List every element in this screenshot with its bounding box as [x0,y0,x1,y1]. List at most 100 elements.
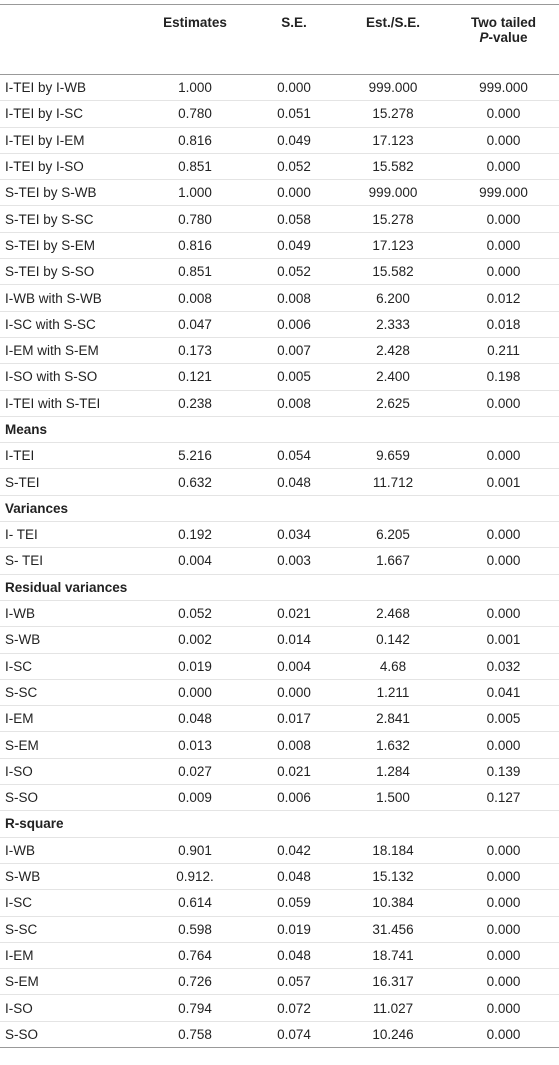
cell: 17.123 [338,232,448,260]
cell: 0.000 [448,889,559,917]
cell: 15.278 [338,100,448,128]
cell: 0.019 [140,653,250,680]
section-label: Means [0,416,559,444]
cell: 0.048 [250,942,338,970]
header-text: -value [488,30,528,45]
cell: 0.000 [448,1021,559,1048]
cell: 0.012 [448,284,559,312]
cell: 0.051 [250,100,338,128]
row-label: S-TEI by S-EM [0,232,140,260]
cell: 999.000 [338,74,448,102]
table-row: S-EM 0.013 0.008 1.632 0.000 [0,731,559,759]
cell: 18.184 [338,837,448,864]
cell: 0.006 [250,311,338,338]
table-row: I-WB with S-WB 0.008 0.008 6.200 0.012 [0,284,559,312]
table-row: S-WB 0.912. 0.048 15.132 0.000 [0,863,559,891]
section-row: Variances [0,495,559,523]
row-label: S-EM [0,968,140,996]
cell: 0.009 [140,784,250,812]
cell: 0.021 [250,758,338,786]
cell: 0.008 [250,390,338,417]
cell: 2.428 [338,337,448,365]
cell: 0.005 [448,705,559,733]
cell: 0.000 [448,258,559,286]
header-text: Two tailed [470,15,536,30]
table-row: S- TEI 0.004 0.003 1.667 0.000 [0,547,559,575]
row-label: I-WB [0,600,140,628]
section-row: Residual variances [0,574,559,601]
cell: 0.004 [140,547,250,575]
cell: 0.047 [140,311,250,338]
cell: 0.041 [448,679,559,707]
row-label: I-SO [0,994,140,1022]
cell: 0.127 [448,784,559,812]
cell: 0.003 [250,547,338,575]
table-row: I- TEI 0.192 0.034 6.205 0.000 [0,521,559,549]
row-label: I-EM [0,705,140,733]
table-row: S-TEI by S-SC 0.780 0.058 15.278 0.000 [0,205,559,233]
cell: 0.013 [140,731,250,759]
table-body: I-TEI by I-WB 1.000 0.000 999.000 999.000 I-T… [0,74,559,1048]
table-row: I-TEI by I-SO 0.851 0.052 15.582 0.000 [0,153,559,181]
cell: 0.042 [250,837,338,864]
cell: 0.000 [250,679,338,707]
table-row: I-SC 0.019 0.004 4.68 0.032 [0,653,559,680]
table-row: S-SC 0.598 0.019 31.456 0.000 [0,916,559,943]
cell: 0.049 [250,127,338,154]
cell: 6.205 [338,521,448,549]
cell: 0.074 [250,1021,338,1048]
cell: 2.625 [338,390,448,417]
row-label: S- TEI [0,547,140,575]
cell: 1.211 [338,679,448,707]
table-row: I-TEI by I-EM 0.816 0.049 17.123 0.000 [0,127,559,154]
cell: 0.000 [448,205,559,233]
row-label: S-SC [0,916,140,943]
cell: 0.000 [448,521,559,549]
cell: 0.052 [250,258,338,286]
cell: 0.058 [250,205,338,233]
table-row: I-SO with S-SO 0.121 0.005 2.400 0.198 [0,363,559,391]
cell: 0.052 [140,600,250,628]
section-row: R-square [0,810,559,838]
cell: 0.006 [250,784,338,812]
row-label: I-WB [0,837,140,864]
row-label: S-TEI by S-WB [0,179,140,207]
table-row: S-TEI 0.632 0.048 11.712 0.001 [0,468,559,496]
cell: 0.598 [140,916,250,943]
cell: 11.712 [338,468,448,496]
row-label: I-TEI [0,442,140,470]
cell: 0.764 [140,942,250,970]
cell: 0.139 [448,758,559,786]
cell: 0.059 [250,889,338,917]
cell: 0.000 [448,863,559,891]
cell: 31.456 [338,916,448,943]
cell: 2.468 [338,600,448,628]
cell: 0.000 [448,100,559,128]
cell: 0.052 [250,153,338,181]
cell: 0.000 [250,74,338,102]
cell: 0.004 [250,653,338,680]
table-row: I-EM 0.048 0.017 2.841 0.005 [0,705,559,733]
cell: 0.054 [250,442,338,470]
table-row: S-SO 0.009 0.006 1.500 0.127 [0,784,559,812]
table-row: I-WB 0.052 0.021 2.468 0.000 [0,600,559,628]
section-label: R-square [0,810,559,838]
table-row: I-SO 0.794 0.072 11.027 0.000 [0,994,559,1022]
cell: 0.017 [250,705,338,733]
row-label: S-WB [0,626,140,654]
cell: 1.000 [140,179,250,207]
table-row: S-WB 0.002 0.014 0.142 0.001 [0,626,559,654]
cell: 0.002 [140,626,250,654]
cell: 0.238 [140,390,250,417]
cell: 1.284 [338,758,448,786]
row-label: S-SC [0,679,140,707]
table-row: S-TEI by S-SO 0.851 0.052 15.582 0.000 [0,258,559,286]
cell: 0.027 [140,758,250,786]
cell: 11.027 [338,994,448,1022]
cell: 15.132 [338,863,448,891]
cell: 0.758 [140,1021,250,1048]
table-row: I-SC 0.614 0.059 10.384 0.000 [0,889,559,917]
cell: 2.333 [338,311,448,338]
cell: 2.841 [338,705,448,733]
